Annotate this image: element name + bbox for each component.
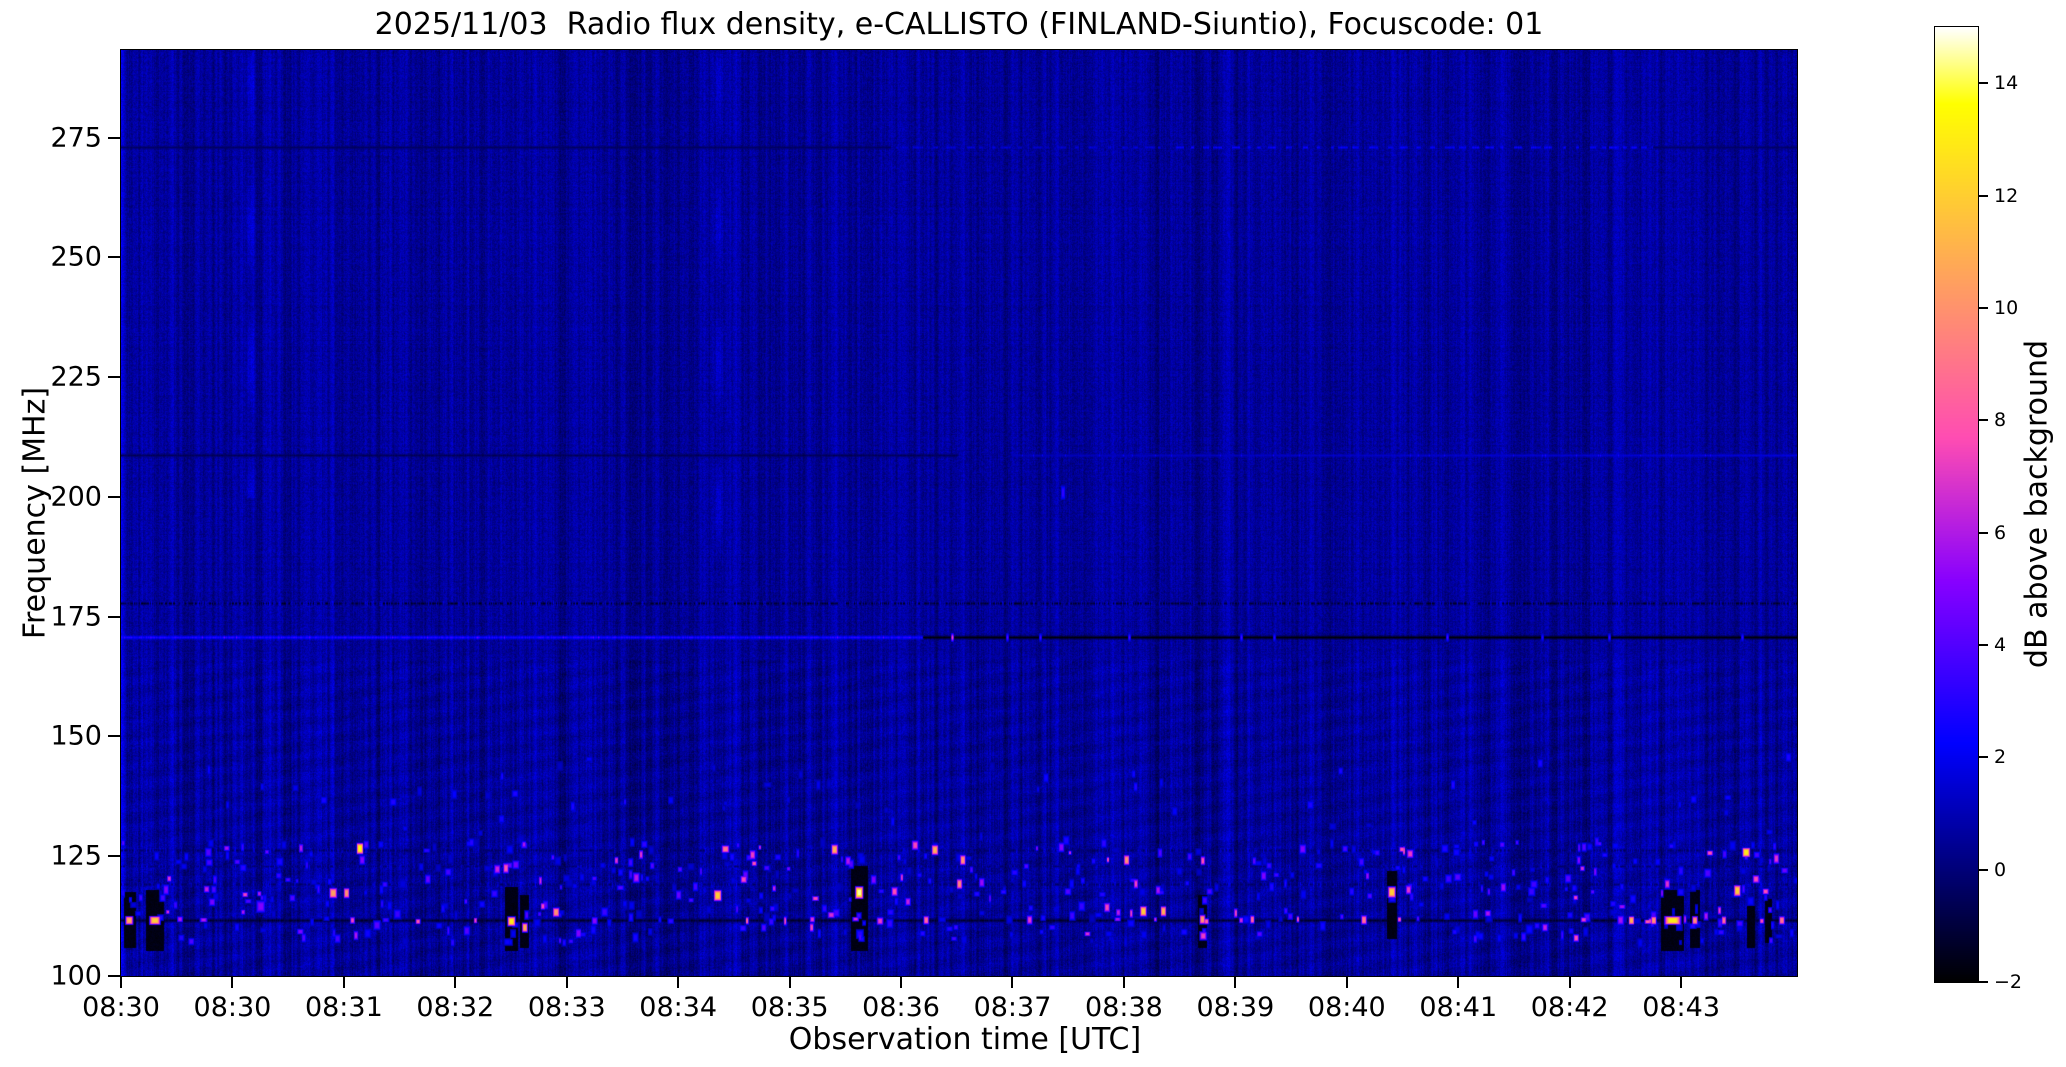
x-tick-label: 08:36: [862, 992, 940, 1023]
y-tick-mark: [108, 975, 120, 977]
y-tick-label: 250: [50, 241, 102, 273]
colorbar-tick-label: 6: [1994, 521, 2007, 544]
x-tick-mark: [120, 977, 122, 988]
colorbar-frame: [1934, 26, 1979, 983]
colorbar-tick-mark: [1979, 643, 1988, 646]
x-tick-mark: [1234, 977, 1237, 988]
colorbar-tick-label: −2: [1994, 971, 2023, 993]
x-tick-label: 08:32: [416, 992, 495, 1023]
y-tick-label: 225: [50, 361, 102, 393]
x-tick-mark: [1345, 977, 1348, 988]
colorbar-tick-mark: [1979, 981, 1988, 983]
x-tick-label: 08:41: [1419, 992, 1498, 1023]
colorbar-gradient: [1935, 27, 1978, 982]
y-tick-mark: [108, 495, 120, 498]
colorbar-tick-mark: [1979, 531, 1988, 534]
x-tick-label: 08:43: [1642, 992, 1720, 1023]
spectrogram-heatmap: [121, 50, 1797, 976]
colorbar-tick-label: 12: [1994, 184, 2019, 207]
y-tick-mark: [108, 855, 120, 858]
y-tick-label: 150: [50, 720, 102, 752]
x-tick-mark: [1122, 977, 1125, 988]
x-tick-mark: [900, 977, 903, 988]
x-tick-label: 08:30: [193, 992, 272, 1023]
x-tick-mark: [1011, 977, 1014, 988]
y-tick-mark: [108, 615, 120, 618]
y-tick-label: 175: [50, 601, 102, 633]
x-axis-label: Observation time [UTC]: [788, 1022, 1142, 1057]
x-tick-label: 08:39: [1196, 992, 1275, 1023]
x-tick-label: 08:37: [973, 992, 1052, 1023]
x-tick-label: 08:42: [1530, 992, 1609, 1023]
x-tick-mark: [231, 977, 234, 988]
colorbar-tick-mark: [1979, 306, 1988, 309]
x-tick-mark: [565, 977, 568, 988]
colorbar-tick-label: 2: [1994, 746, 2007, 769]
x-tick-mark: [677, 977, 680, 988]
colorbar-tick-mark: [1979, 419, 1988, 422]
colorbar-tick-mark: [1979, 82, 1988, 85]
x-tick-label: 08:40: [1307, 992, 1386, 1023]
colorbar-tick-mark: [1979, 868, 1988, 871]
x-tick-label: 08:33: [527, 992, 606, 1023]
x-tick-label: 08:35: [750, 992, 829, 1023]
colorbar-tick-mark: [1979, 756, 1988, 759]
y-tick-mark: [108, 376, 120, 379]
plot-frame: [120, 49, 1798, 977]
colorbar-tick-label: 4: [1994, 633, 2007, 656]
y-tick-mark: [108, 136, 120, 139]
x-tick-mark: [788, 977, 791, 988]
x-tick-mark: [1568, 977, 1571, 988]
x-tick-mark: [1680, 977, 1683, 988]
colorbar-tick-label: 8: [1994, 409, 2007, 432]
x-tick-mark: [454, 977, 457, 988]
y-tick-mark: [108, 256, 120, 259]
y-tick-label: 275: [50, 122, 102, 154]
y-tick-label: 200: [50, 481, 102, 513]
colorbar-tick-mark: [1979, 194, 1988, 197]
colorbar-label: dB above background: [2019, 339, 2055, 669]
y-tick-mark: [108, 735, 120, 738]
y-axis-label: Frequency [MHz]: [17, 386, 53, 640]
x-tick-label: 08:30: [82, 992, 160, 1023]
colorbar-tick-label: 0: [1994, 858, 2007, 881]
colorbar-tick-label: 14: [1994, 72, 2019, 95]
y-tick-label: 100: [50, 960, 102, 992]
x-tick-label: 08:34: [639, 992, 718, 1023]
chart-title: 2025/11/03 Radio flux density, e-CALLIST…: [374, 7, 1544, 42]
x-tick-label: 08:31: [304, 992, 383, 1023]
x-tick-mark: [342, 977, 345, 988]
colorbar-tick-label: 10: [1994, 296, 2019, 319]
y-tick-label: 125: [50, 840, 102, 872]
x-tick-mark: [1457, 977, 1460, 988]
x-tick-label: 08:38: [1085, 992, 1163, 1023]
